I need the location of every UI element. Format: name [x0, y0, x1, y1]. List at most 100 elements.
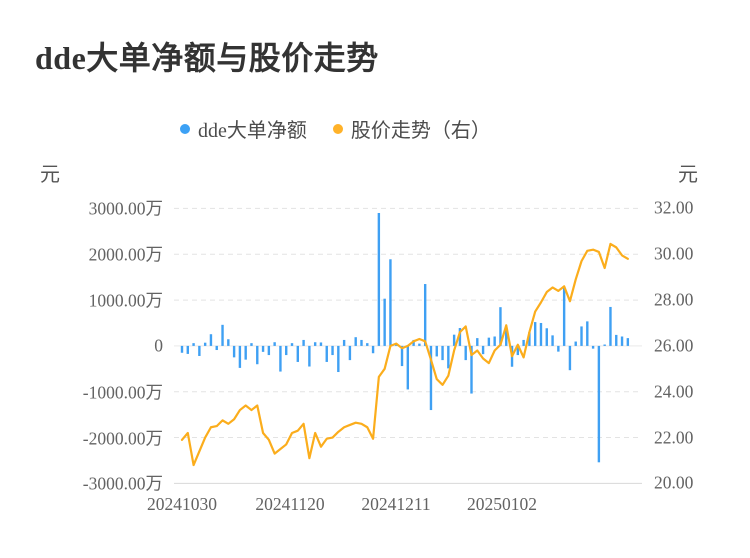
dde-net-bar [615, 334, 618, 346]
dde-net-bar [412, 339, 415, 346]
dde-net-bar [389, 259, 392, 346]
dde-net-bar [493, 336, 496, 346]
dde-net-bar [574, 341, 577, 346]
x-axis-tick-label: 20241120 [255, 494, 325, 514]
page-title: dde大单净额与股价走势 [35, 40, 379, 76]
legend-item-price-trend[interactable]: 股价走势（右） [332, 114, 491, 143]
dde-net-bar [371, 345, 375, 354]
dde-net-bar [499, 307, 502, 346]
right-axis-unit: 元 [678, 164, 698, 186]
dde-net-bar [487, 337, 491, 346]
left-axis-tick-label: 0 [154, 335, 163, 356]
dde-net-bar [539, 322, 543, 346]
right-axis-tick-label: 30.00 [654, 243, 694, 264]
dde-net-bar [418, 343, 421, 346]
dde-net-bar [273, 342, 276, 346]
dde-net-bar [476, 338, 479, 346]
legend-circle-icon [332, 123, 343, 134]
dde-net-bar [337, 345, 340, 373]
dde-net-bar [562, 287, 566, 346]
dde-net-bar [198, 345, 201, 356]
left-axis-unit: 元 [40, 164, 60, 186]
dde-net-bar [470, 345, 473, 394]
left-axis-tick-label: -3000.00万 [82, 473, 163, 494]
dde-net-bar [192, 343, 195, 346]
dde-net-bar [308, 345, 311, 367]
dde-net-bar [377, 212, 381, 346]
x-axis-tick-label: 20241030 [147, 494, 217, 514]
dde-net-bar [279, 345, 282, 372]
left-axis-tick-label: 2000.00万 [88, 244, 163, 265]
dde-net-bar [620, 336, 624, 346]
dde-net-bar [227, 339, 230, 346]
left-axis-tick-label: 3000.00万 [88, 198, 163, 219]
right-axis-tick-label: 24.00 [654, 381, 694, 402]
dde-net-bar [429, 345, 433, 411]
legend-item-dde-net[interactable]: dde大单净额 [180, 114, 307, 143]
dde-net-bar [354, 337, 357, 346]
dde-net-bar [609, 306, 612, 346]
dde-net-bar [319, 342, 323, 346]
legend: dde大单净额 股价走势（右） [180, 114, 491, 143]
dde-net-bar [232, 345, 236, 358]
dde-net-bar [533, 322, 537, 346]
price-trend-line [180, 242, 629, 467]
dde-net-bar [505, 326, 508, 346]
x-axis-tick-label: 20250102 [467, 494, 537, 514]
dde-net-bar [551, 335, 554, 346]
dde-net-bar [366, 343, 369, 346]
legend-label: dde大单净额 [198, 120, 307, 142]
dde-net-bar [447, 345, 450, 369]
dde-net-bar [342, 339, 346, 346]
left-axis-tick-label: 1000.00万 [88, 290, 163, 311]
dde-net-bar [244, 345, 247, 360]
dde-net-bar [464, 345, 467, 361]
dde-net-bar [545, 328, 548, 346]
dde-net-bar [458, 328, 462, 346]
dde-net-bar [580, 326, 583, 346]
dde-net-bar [331, 345, 334, 356]
left-axis-tick-label: -2000.00万 [82, 428, 163, 449]
right-axis-tick-label: 28.00 [654, 289, 694, 310]
dde-net-bar [180, 345, 184, 353]
dde-net-bar [441, 345, 444, 361]
dde-net-bar [383, 298, 386, 346]
dde-net-bar [209, 334, 213, 346]
right-axis-tick-label: 20.00 [654, 472, 694, 493]
legend-circle-icon [180, 123, 190, 134]
dde-net-bar [203, 342, 207, 346]
dde-net-bar [348, 345, 352, 361]
dde-net-bar [215, 345, 218, 351]
dde-net-bar [238, 345, 242, 368]
dde-net-bar [568, 345, 572, 371]
dde-net-bar [267, 345, 271, 356]
right-axis-tick-label: 22.00 [654, 427, 694, 448]
dde-net-bar [597, 345, 601, 463]
dde-net-bar [400, 345, 404, 367]
dde-net-bar [285, 345, 288, 356]
dde-net-bar [406, 345, 410, 390]
left-axis-tick-label: -1000.00万 [82, 382, 163, 403]
x-axis-tick-label: 20241211 [361, 494, 431, 514]
dde-net-bar [591, 345, 595, 349]
dde-net-bar [522, 339, 525, 346]
dde-net-bar [313, 342, 317, 346]
dde-net-bar [452, 334, 456, 346]
dde-net-bar [256, 345, 259, 365]
right-axis-tick-label: 32.00 [654, 197, 694, 218]
dde-net-bar [603, 344, 606, 346]
dde-net-bar [481, 345, 485, 355]
dde-net-bar [557, 345, 560, 352]
dde-net-bar [528, 332, 531, 346]
dde-net-bar [435, 345, 438, 357]
dde-net-bar [261, 345, 265, 352]
dde-net-bar [302, 339, 305, 346]
legend-label: 股价走势（右） [350, 120, 491, 142]
dde-net-bar [360, 339, 363, 346]
dde-net-bar [296, 345, 299, 362]
dde-net-bar [221, 324, 224, 346]
dde-net-bar [290, 343, 294, 346]
right-axis-tick-label: 26.00 [654, 335, 694, 356]
dde-net-bar [586, 321, 589, 346]
